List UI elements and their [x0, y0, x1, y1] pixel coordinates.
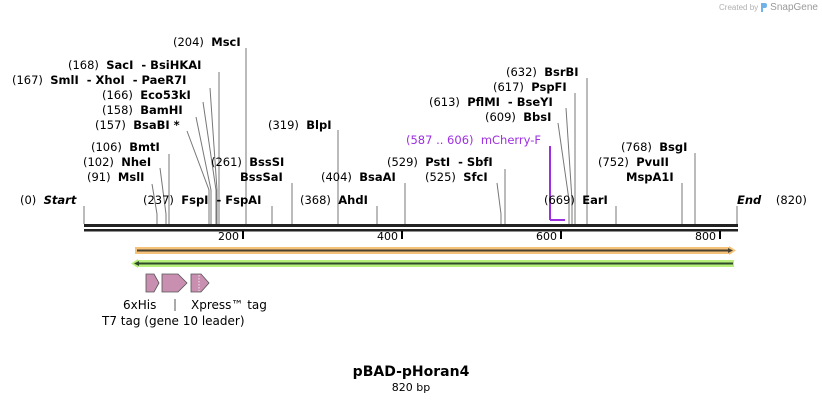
site-psti-sbfi[interactable]: (529) PstI - SbfI: [387, 155, 493, 169]
credit-prefix: Created by: [719, 3, 759, 12]
site-bsgi[interactable]: (768) BsgI: [621, 140, 688, 154]
site-lines: [83, 48, 738, 224]
site-nhei[interactable]: (102) NheI: [83, 155, 152, 169]
site-msli[interactable]: (91) MslI: [87, 170, 145, 184]
feature-label-xpress-tag[interactable]: Xpress™ tag: [191, 298, 267, 312]
site-bsssai[interactable]: BssSaI: [240, 170, 283, 184]
snapgene-credit: Created by SnapGene: [719, 2, 818, 13]
t7-tag-arrow-icon: [161, 273, 188, 293]
tick-label-800: 800: [695, 230, 716, 243]
feature-label-6xhis[interactable]: 6xHis: [123, 298, 157, 312]
start-label: (0) Start: [20, 193, 77, 207]
6xhis-arrow-icon: [145, 273, 160, 293]
primer-label[interactable]: (587 .. 606) mCherry-F: [406, 133, 542, 147]
site-pflmi-bseyi[interactable]: (613) PflMI - BseYI: [429, 95, 553, 109]
tick-label-600: 600: [536, 230, 557, 243]
site-ahdi[interactable]: (368) AhdI: [300, 193, 368, 207]
reverse-feature-bar[interactable]: [131, 259, 734, 268]
site-bsssi[interactable]: (261) BssSI: [211, 155, 285, 169]
site-eco53ki[interactable]: (166) Eco53kI: [102, 88, 191, 102]
forward-feature-bar[interactable]: [135, 246, 736, 255]
tag-features[interactable]: [145, 273, 210, 293]
backbone-bottom: [84, 229, 738, 232]
site-bbsi[interactable]: (609) BbsI: [485, 110, 552, 124]
map-length: 820 bp: [391, 381, 431, 394]
site-pvuii[interactable]: (752) PvuII: [598, 155, 669, 169]
site-bmti[interactable]: (106) BmtI: [91, 140, 160, 154]
backbone-top: [84, 224, 738, 227]
site-msci[interactable]: (204) MscI: [173, 35, 241, 49]
tick-label-200: 200: [218, 230, 239, 243]
site-bamhi[interactable]: (158) BamHI: [102, 103, 183, 117]
site-saci-bsihkai[interactable]: (168) SacI - BsiHKAI: [68, 58, 202, 72]
site-bsaai[interactable]: (404) BsaAI: [321, 170, 396, 184]
snapgene-logo-icon: [761, 3, 768, 12]
site-mspa1i[interactable]: MspA1I: [626, 170, 674, 184]
site-bsrbi[interactable]: (632) BsrBI: [506, 65, 579, 79]
end-label: End (820): [737, 193, 807, 207]
feature-label-t7-tag[interactable]: T7 tag (gene 10 leader): [102, 314, 245, 328]
xpress-tag-arrow-icon: [190, 273, 210, 293]
tick-label-400: 400: [377, 230, 398, 243]
site-sfci[interactable]: (525) SfcI: [425, 170, 488, 184]
axis-ticks: [242, 231, 721, 239]
site-bsabi[interactable]: (157) BsaBI *: [95, 118, 180, 132]
map-title: pBAD-pHoran4: [352, 364, 470, 380]
site-pspfi[interactable]: (617) PspFI: [493, 80, 567, 94]
site-smli-xhoi-paer7i[interactable]: (167) SmlI - XhoI - PaeR7I: [12, 73, 187, 87]
site-fspi-fspai[interactable]: (237) FspI - FspAI: [143, 193, 262, 207]
credit-brand: SnapGene: [770, 2, 818, 13]
site-blpi[interactable]: (319) BlpI: [268, 118, 332, 132]
primer-mcherry-f[interactable]: [549, 146, 565, 221]
site-eari[interactable]: (669) EarI: [544, 193, 608, 207]
